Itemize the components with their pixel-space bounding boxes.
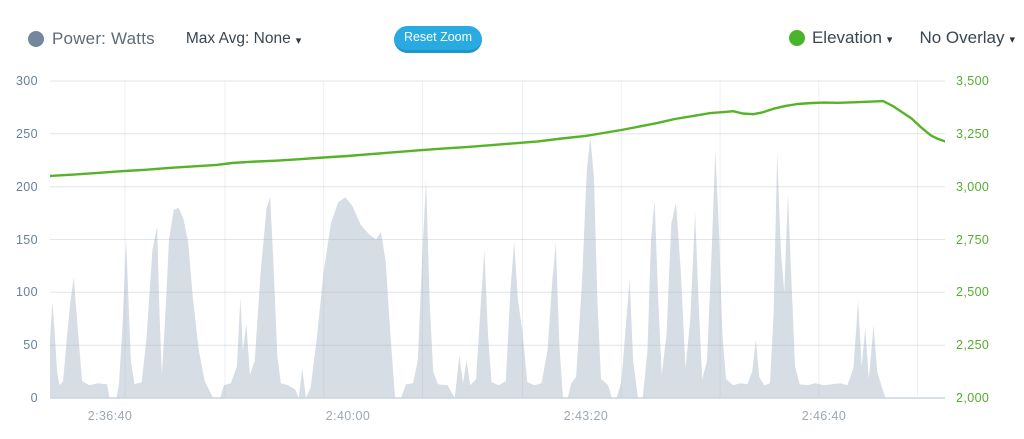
reset-zoom-button[interactable]: Reset Zoom — [394, 26, 482, 53]
elevation-label: Elevation — [811, 28, 882, 47]
x-axis-tick-label: 2:36:40 — [87, 409, 133, 423]
y-axis-left-tick-label: 50 — [23, 338, 38, 352]
chevron-down-icon: ▾ — [886, 33, 893, 46]
elevation-line-series — [50, 99, 945, 178]
power-series-dot-icon — [28, 31, 44, 47]
chevron-down-icon: ▾ — [295, 34, 302, 47]
max-avg-dropdown[interactable]: Max Avg: None ▾ — [186, 30, 301, 48]
chart-area: 300 250 200 150 100 50 0 3,500 3,250 3,000 2,750 2,… — [0, 60, 1024, 439]
y-axis-right-tick-label: 2,750 — [956, 233, 990, 247]
max-avg-label: Max Avg: None — [185, 30, 291, 47]
chart-toolbar: Power: Watts Max Avg: None ▾ Reset Zoom … — [0, 0, 1024, 58]
y-axis-right-tick-label: 3,000 — [956, 180, 990, 194]
y-axis-left-tick-label: 0 — [30, 391, 38, 405]
x-axis-tick-label: 2:46:40 — [801, 409, 847, 423]
x-axis-tick-label: 2:40:00 — [325, 409, 371, 423]
y-axis-left-tick-label: 150 — [15, 233, 38, 247]
power-legend: Power: Watts Max Avg: None ▾ — [28, 29, 301, 49]
elevation-series-dot-icon — [788, 30, 805, 46]
elevation-dropdown[interactable]: Elevation ▾ — [788, 28, 893, 48]
chart-plot[interactable] — [50, 60, 945, 405]
y-axis-right-tick-label: 3,250 — [956, 127, 990, 141]
chevron-down-icon: ▾ — [1009, 33, 1015, 46]
power-series-label: Power: Watts — [52, 29, 155, 48]
overlay-dropdown[interactable]: No Overlay ▾ — [919, 28, 1015, 48]
right-controls: Elevation ▾ No Overlay ▾ — [788, 28, 1015, 48]
power-area-series — [50, 137, 945, 398]
y-axis-left-tick-label: 250 — [15, 127, 38, 141]
overlay-label: No Overlay — [919, 28, 1005, 47]
x-axis-tick-label: 2:43:20 — [563, 409, 609, 423]
y-axis-left-tick-label: 200 — [15, 180, 38, 194]
y-axis-right-tick-label: 3,500 — [956, 74, 990, 88]
y-axis-left-tick-label: 300 — [15, 74, 38, 88]
y-axis-right-tick-label: 2,250 — [956, 338, 990, 352]
y-axis-right-tick-label: 2,000 — [956, 391, 990, 405]
y-axis-left-tick-label: 100 — [15, 285, 38, 299]
y-axis-right-tick-label: 2,500 — [956, 285, 990, 299]
